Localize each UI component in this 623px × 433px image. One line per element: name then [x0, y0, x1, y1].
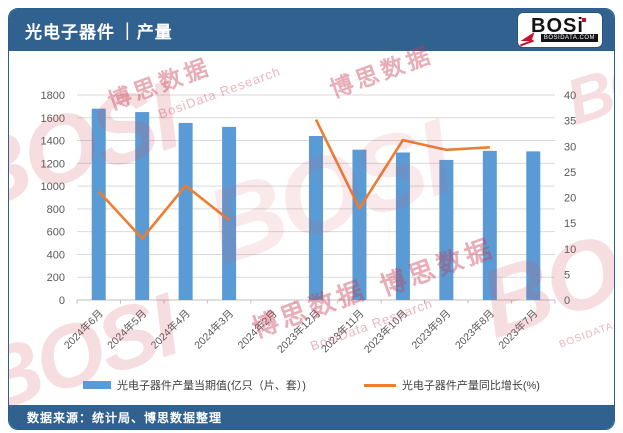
- x-axis-label: 2023年12月: [274, 307, 323, 356]
- line-series-swatch-icon: [363, 383, 396, 387]
- right-axis-tick-label: 10: [564, 244, 576, 256]
- page-title: 光电子器件 | 产量: [25, 18, 173, 43]
- x-axis-label: 2024年4月: [148, 307, 193, 352]
- left-axis-tick-label: 0: [59, 295, 65, 307]
- left-axis-tick-label: 1800: [41, 90, 65, 102]
- bar-series-swatch-icon: [83, 381, 112, 389]
- left-axis-tick-label: 1600: [41, 113, 65, 125]
- header: 光电子器件 | 产量 BOSi BOSIDATA.COM: [9, 9, 614, 51]
- right-axis-tick-label: 30: [564, 141, 576, 153]
- left-axis-tick-label: 200: [47, 272, 65, 284]
- chart-area: 0 200 400 600 800 1000 1200 1400 1600 1800 0 5 10 15 2…: [9, 25, 614, 429]
- line-series-label: 光电子器件产量同比增长(%): [401, 380, 540, 392]
- report-card: 光电子器件 | 产量 BOSi BOSIDATA.COM 0 200 400 600 8…: [8, 8, 615, 430]
- right-axis-tick-label: 15: [564, 218, 576, 230]
- right-axis-tick-label: 0: [564, 295, 570, 307]
- right-axis-tick-label: 35: [564, 116, 576, 128]
- bar: [439, 159, 454, 300]
- left-axis-tick-label: 600: [47, 227, 65, 239]
- right-axis-tick-label: 40: [564, 90, 576, 102]
- bosi-logo: BOSi BOSIDATA.COM: [518, 13, 602, 47]
- line-series: [97, 184, 230, 240]
- bar: [482, 150, 497, 300]
- left-axis-tick-label: 800: [47, 204, 65, 216]
- bar: [91, 108, 106, 300]
- right-axis-tick-label: 20: [564, 193, 576, 205]
- data-source: 数据来源：统计局、博思数据整理: [27, 410, 223, 425]
- bar: [178, 122, 193, 301]
- x-axis-label: 2023年10月: [361, 307, 410, 356]
- bar: [352, 149, 367, 300]
- x-axis-label: 2023年11月: [318, 307, 366, 355]
- bar: [135, 112, 150, 300]
- x-axis-label: 2023年9月: [409, 307, 454, 352]
- right-axis-tick-label: 25: [564, 167, 576, 179]
- line-series: [314, 119, 490, 210]
- left-axis-tick-label: 1200: [41, 158, 65, 170]
- left-axis-tick-label: 400: [47, 249, 65, 261]
- right-axis-tick-label: 5: [564, 269, 570, 281]
- left-axis-tick-label: 1400: [41, 136, 65, 148]
- x-axis-label: 2023年7月: [496, 307, 541, 352]
- x-axis-label: 2024年5月: [105, 307, 150, 352]
- legend-item-line-series: 光电子器件产量同比增长(%): [363, 377, 540, 393]
- bar-series-label: 光电子器件产量当期值(亿只（片、套）): [117, 380, 306, 392]
- bar: [395, 152, 410, 300]
- chart-legend: 光电子器件产量当期值(亿只（片、套）) 光电子器件产量同比增长(%): [9, 377, 614, 393]
- x-axis-label: 2024年3月: [192, 307, 237, 352]
- title-category: 光电子器件: [25, 22, 115, 42]
- x-axis-label: 2024年6月: [61, 307, 106, 352]
- combo-chart: 0 200 400 600 800 1000 1200 1400 1600 1800 0 5 10 15 2…: [41, 90, 577, 356]
- bar: [222, 126, 237, 300]
- title-metric: 产量: [136, 22, 173, 42]
- logo-red-dot-icon: [582, 18, 586, 22]
- bar: [526, 151, 541, 300]
- x-axis-label: 2024年2月: [235, 307, 280, 352]
- logo-domain-text: BOSIDATA.COM: [540, 34, 598, 42]
- x-axis-label: 2023年8月: [452, 307, 497, 352]
- title-separator: |: [125, 19, 131, 40]
- logo-brand-text: BOSi: [531, 15, 584, 37]
- left-axis-tick-label: 1000: [41, 181, 65, 193]
- legend-item-bar-series: 光电子器件产量当期值(亿只（片、套）): [83, 377, 306, 393]
- bar: [309, 136, 323, 300]
- footer: 数据来源：统计局、博思数据整理: [9, 405, 614, 429]
